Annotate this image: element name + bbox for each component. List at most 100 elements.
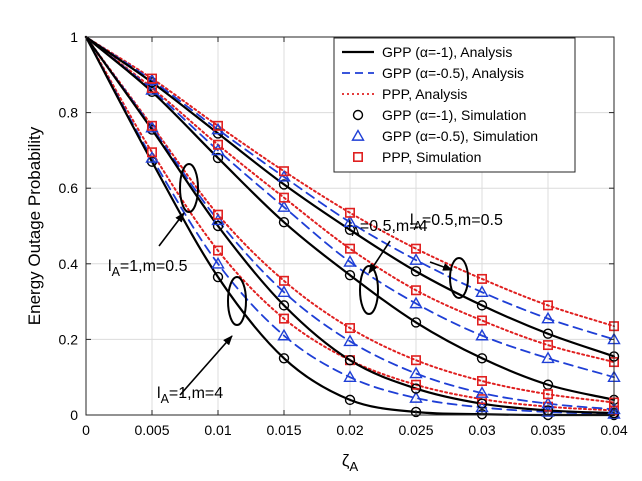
circle-marker [344,269,356,281]
triangle-marker [541,396,555,409]
square-marker [147,147,158,158]
square-marker [476,394,487,405]
circle-marker [410,406,422,418]
curve-annotations: lA​=0.5,m=4lA​=0.5,m=0.5 lA​=1,m=0.5 lA​=1… [108,163,503,406]
square-marker [147,73,158,84]
square-marker [278,313,289,324]
series-line-ppp [85,36,615,328]
circle-marker [476,398,488,409]
circle-marker [344,354,356,366]
legend-label-gpp05_analysis: GPP (α=-0.5), Analysis [382,65,524,81]
triangle-marker [409,296,423,309]
x-tick-label: 0.035 [530,422,565,438]
triangle-marker [145,83,159,95]
square-marker [542,389,553,400]
simulation-markers [145,73,621,421]
annotation-arrow [179,335,233,396]
x-tick-label: 0.01 [204,422,231,438]
x-tick-label: 0.015 [266,422,301,438]
legend-label-ppp_sim: PPP, Simulation [382,149,481,165]
x-tick-label: 0.005 [134,422,169,438]
legend: GPP (α=-1), Analysis GPP (α=-0.5), Analys… [333,37,576,173]
triangle-marker [409,366,423,379]
square-marker [213,139,224,150]
legend-label-gpp1_sim: GPP (α=-1), Simulation [382,107,526,123]
annotation-label: lA​=0.5,m=4 [348,218,428,239]
y-axis-label: Energy Outage Probability [25,126,44,325]
circle-marker [542,328,554,339]
square-marker [147,83,158,94]
x-tick-label: 0 [82,422,90,438]
triangle-marker [343,370,357,383]
triangle-marker [541,311,555,324]
series-line-gpp05 [85,36,615,411]
x-axis-label: ζA​ [342,451,359,474]
square-marker [476,375,487,386]
annotation-label: lA​=0.5,m=0.5 [410,212,503,233]
y-tick-label: 1 [70,29,78,45]
x-tick-label: 0.04 [600,422,627,438]
annotation-arrow [368,240,391,274]
annotation-label: lA​=1,m=4 [157,385,223,406]
square-marker [278,192,289,203]
series-line-ppp [85,36,615,404]
triangle-marker [277,200,291,212]
square-marker [213,245,224,256]
triangle-marker [409,253,423,265]
triangle-marker [351,129,365,141]
series-line-gpp1 [84,35,616,415]
triangle-marker [541,351,555,364]
series-line-gpp05 [85,36,615,379]
square-marker [344,207,355,218]
x-tick-label: 0.03 [468,422,495,438]
triangle-marker [211,256,225,269]
triangle-marker [343,215,357,228]
square-marker [352,152,363,163]
circle-marker [212,271,224,283]
y-tick-label: 0.2 [59,331,79,347]
circle-marker [212,220,224,232]
triangle-marker [145,120,159,133]
analysis-curves [84,35,616,417]
square-marker [147,120,158,131]
circle-marker [410,266,422,277]
triangle-marker [277,328,291,341]
square-marker [344,323,355,334]
triangle-marker [475,285,489,297]
triangle-marker [475,328,489,341]
circle-marker [476,300,488,311]
triangle-marker [475,386,489,398]
annotation-label: lA​=1,m=0.5 [108,258,188,279]
square-marker [344,243,355,254]
circle-marker [476,353,488,364]
circle-marker [278,217,290,228]
y-tick-label: 0.6 [59,180,79,196]
square-marker [410,379,421,390]
circle-marker [344,394,356,406]
annotation-ellipse [449,257,469,299]
x-tick-label: 0.02 [336,422,363,438]
annotation-arrow [429,261,453,271]
circle-marker [344,224,356,235]
square-marker [410,355,421,366]
square-marker [542,300,553,311]
circle-marker [278,179,290,190]
circle-marker [278,353,290,364]
circle-marker [410,317,422,328]
y-tick-label: 0.8 [59,105,79,121]
circle-marker [278,300,290,311]
circle-marker [476,409,488,420]
annotation-ellipse [179,163,199,213]
square-marker [213,209,224,220]
square-marker [476,315,487,326]
series-line-ppp [85,36,615,364]
square-marker [278,166,289,177]
triangle-marker [343,254,357,267]
square-marker [410,285,421,296]
axis-ticks: 0 0.005 0.01 0.015 0.02 0.025 0.03 0.035 0.04 0 0.… [59,29,628,438]
square-marker [278,275,289,286]
circle-marker [352,109,364,121]
legend-box [333,37,576,173]
square-marker [542,340,553,351]
